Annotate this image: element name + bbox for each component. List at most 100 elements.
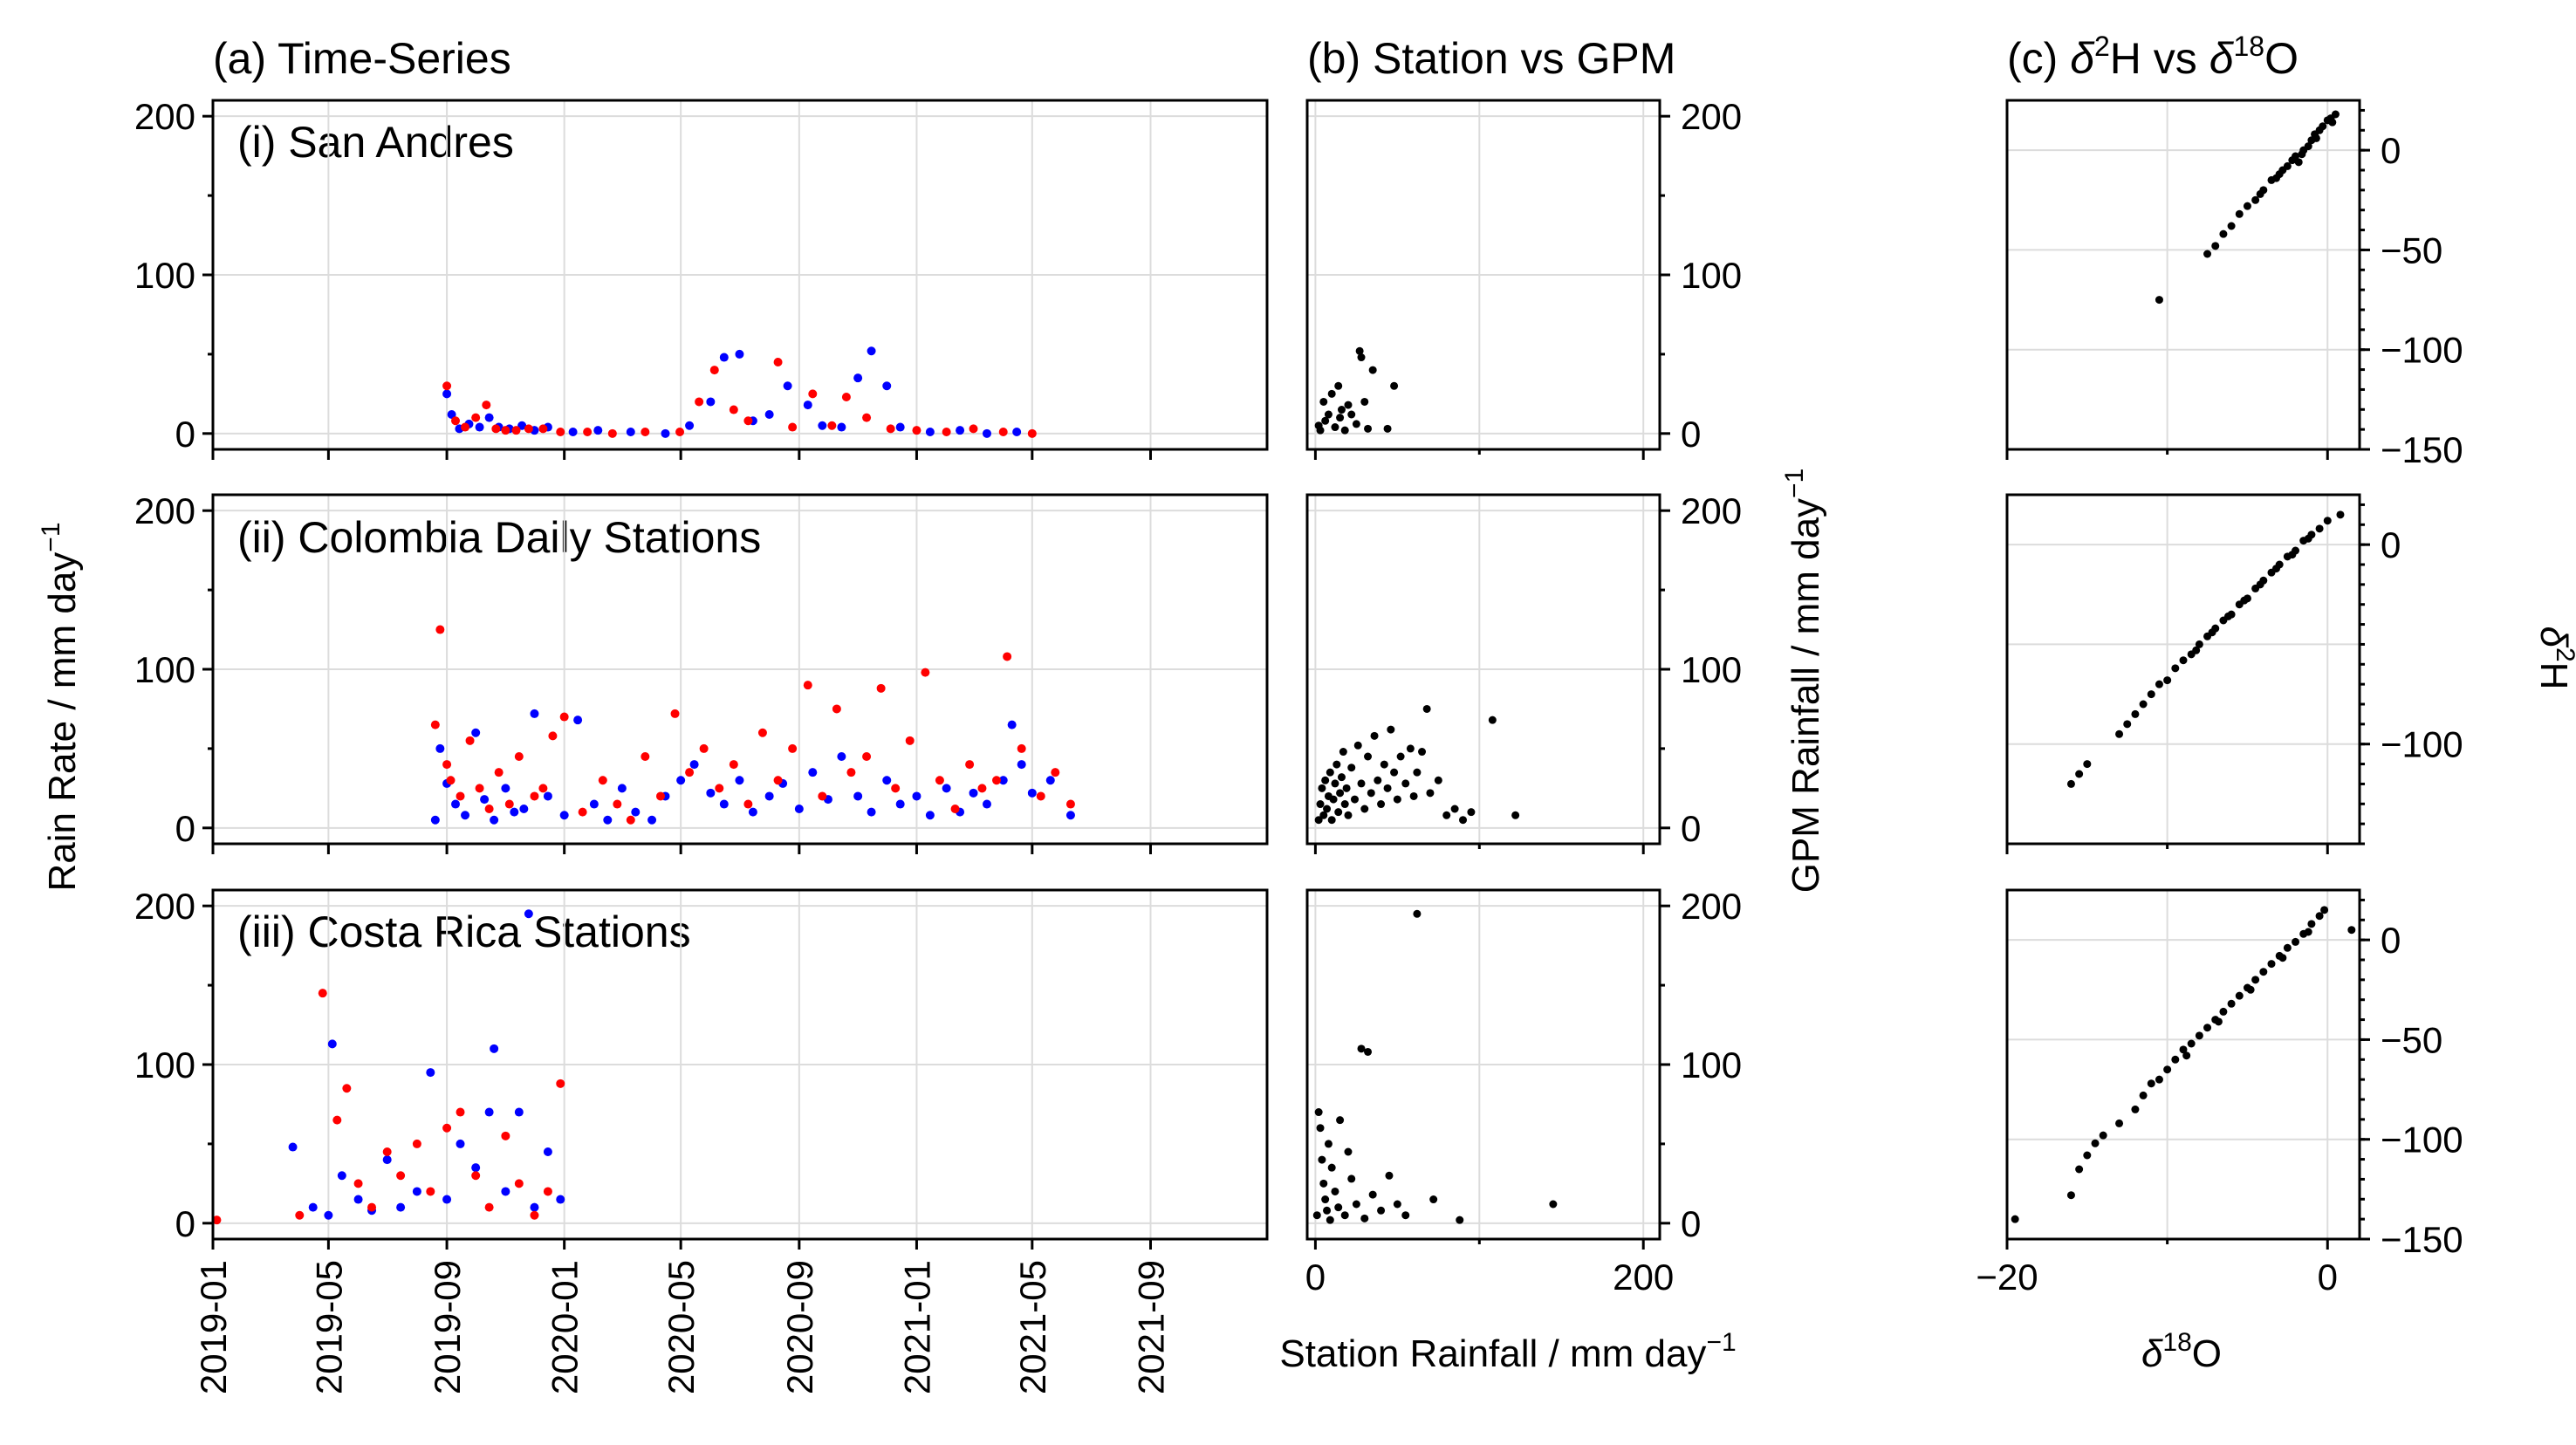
data-point [1413, 768, 1422, 777]
data-point [2139, 700, 2148, 709]
data-point [1337, 773, 1346, 782]
data-point [2131, 709, 2140, 718]
data-point [2304, 142, 2312, 151]
subplot-a-1: 0 100 200 [134, 96, 1269, 460]
data-point [709, 366, 719, 375]
data-point [568, 428, 578, 436]
data-point [2294, 158, 2303, 167]
data-point [324, 1210, 333, 1220]
data-point [288, 1142, 298, 1152]
data-point [685, 768, 695, 777]
data-point [514, 1179, 524, 1188]
data-point [430, 720, 440, 729]
data-point [2323, 517, 2332, 525]
data-point [2272, 174, 2281, 182]
subplot-c-1: 0 −50 −100 −150 [2005, 99, 2463, 470]
data-point [706, 397, 716, 407]
data-point [2278, 954, 2287, 962]
data-point [882, 776, 892, 785]
data-point [353, 1179, 363, 1188]
data-point [2272, 565, 2281, 573]
data-point [471, 1171, 481, 1181]
data-point [1327, 816, 1336, 825]
data-point [1344, 811, 1353, 819]
panel-b-ylabel: GPM Rainfall / mm day−1 [1780, 469, 1827, 894]
data-point [2203, 250, 2212, 258]
data-point [1377, 1206, 1386, 1215]
data-point [530, 1202, 539, 1212]
axes-frame [2005, 888, 2361, 1241]
y-tick-label: −50 [2381, 229, 2442, 271]
data-point [494, 768, 504, 777]
data-point [925, 811, 935, 820]
data-point [2066, 1191, 2075, 1200]
y-tick-label: −150 [2381, 1219, 2463, 1260]
data-point [2083, 760, 2092, 769]
data-point [1336, 414, 1345, 422]
data-point [1323, 805, 1332, 813]
data-point [1401, 779, 1410, 788]
data-point [342, 1084, 352, 1093]
data-point [1352, 1200, 1360, 1209]
data-point [757, 728, 767, 737]
data-point [803, 681, 812, 690]
data-point [956, 426, 965, 435]
data-point [471, 728, 481, 737]
data-point [2075, 1165, 2084, 1174]
data-point [519, 805, 529, 813]
data-point [1065, 799, 1075, 809]
x-tick-label: 2019-09 [427, 1260, 468, 1394]
data-point [543, 1147, 552, 1156]
x-tick-label: 2021-05 [1012, 1260, 1053, 1394]
data-point [2155, 296, 2163, 305]
data-point [2147, 1079, 2155, 1088]
data-point [2075, 770, 2084, 778]
data-point [735, 776, 744, 785]
data-point [912, 791, 921, 801]
data-point [510, 807, 519, 817]
data-point [2011, 1215, 2019, 1223]
y-tick-label: 200 [1681, 886, 1742, 927]
data-point [647, 815, 657, 825]
data-point [1409, 791, 1418, 800]
y-tick-label: 0 [175, 808, 195, 849]
data-point [1336, 1116, 1345, 1125]
data-point [1429, 1195, 1438, 1204]
data-point [2331, 110, 2340, 119]
data-point [1357, 353, 1366, 362]
data-point [593, 426, 603, 435]
data-point [2208, 628, 2216, 637]
data-point [808, 389, 818, 399]
data-point [950, 805, 960, 813]
data-point [1324, 1140, 1333, 1148]
data-point [1326, 768, 1334, 777]
y-tick-label: 0 [1681, 808, 1701, 849]
data-point [1549, 1200, 1558, 1209]
data-point [1318, 784, 1326, 792]
data-point [882, 381, 892, 391]
x-tick-label: 2020-05 [661, 1260, 702, 1394]
data-point [788, 422, 798, 432]
data-point [676, 776, 686, 785]
data-point [2288, 551, 2297, 559]
data-point [935, 776, 944, 785]
data-point [895, 799, 905, 809]
data-point [641, 752, 650, 761]
data-point [1383, 784, 1392, 792]
data-point [2163, 676, 2172, 685]
data-point [905, 736, 915, 745]
y-tick-label: 200 [134, 886, 195, 927]
data-point [2283, 943, 2292, 952]
data-point [456, 1107, 465, 1117]
y-tick-label: 100 [1681, 255, 1742, 296]
data-point [426, 1068, 435, 1078]
row-label-san-andres: (i) San Andres [237, 118, 514, 167]
data-point [808, 768, 818, 777]
data-point [471, 413, 481, 422]
data-point [2256, 580, 2264, 589]
data-point [491, 424, 501, 434]
data-point [484, 1107, 494, 1117]
subplot-c-3: 0 −50 −100 −150 −20 0 [1976, 888, 2463, 1298]
panel-a-title: (a) Time-Series [213, 34, 511, 83]
